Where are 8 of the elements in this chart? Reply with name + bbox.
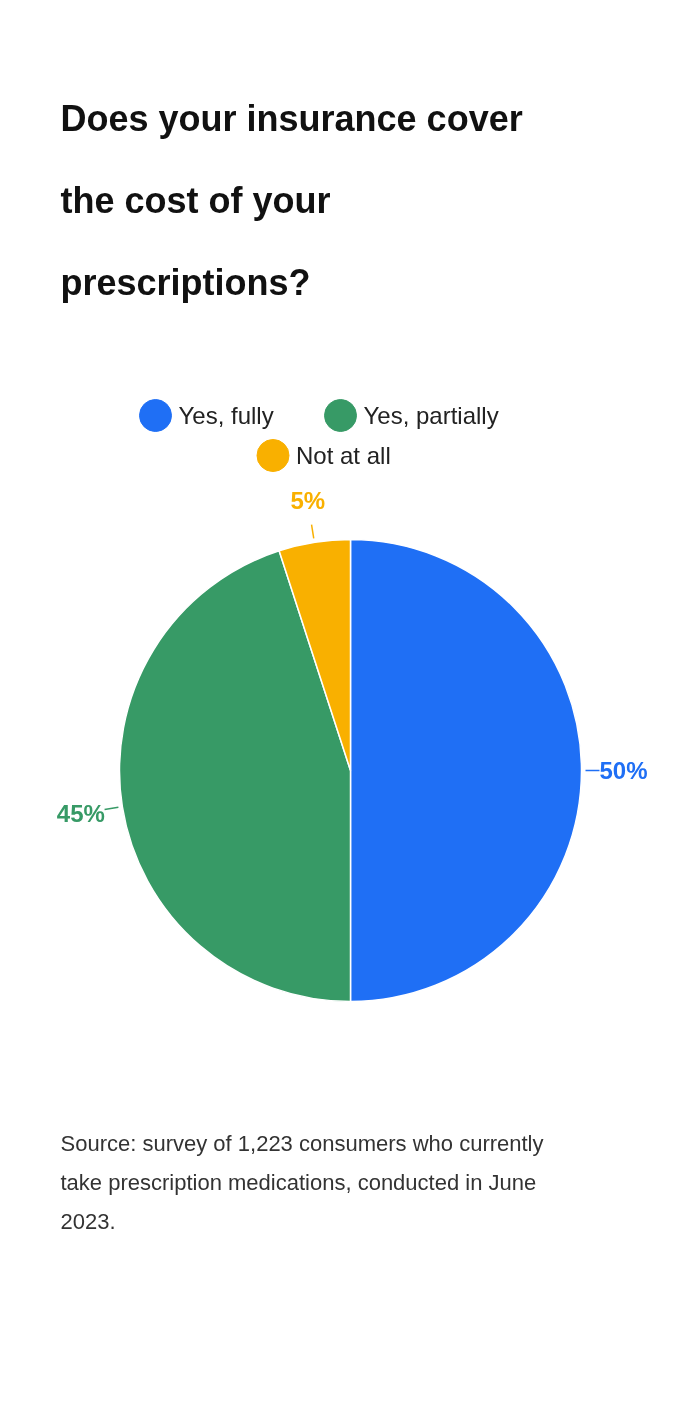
data-label: 5% bbox=[290, 487, 326, 515]
chart-title: Does your insurance cover the cost of your prescriptions? bbox=[60, 98, 523, 303]
data-label: 50% bbox=[599, 757, 648, 784]
legend-label: Yes, fully bbox=[178, 402, 274, 429]
source-note: Source: survey of 1,223 consumers who currently take prescription medications, conducted in June 2023. bbox=[60, 1131, 544, 1234]
legend-label: Yes, partially bbox=[363, 402, 499, 429]
legend-label: Not at all bbox=[296, 442, 391, 469]
data-label: 45% bbox=[56, 799, 105, 827]
